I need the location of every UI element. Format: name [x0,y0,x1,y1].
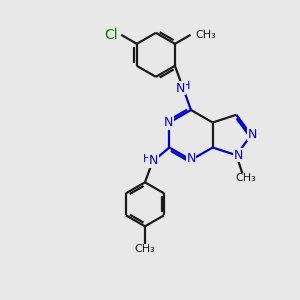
Text: N: N [149,154,158,167]
Text: Cl: Cl [105,28,118,42]
Text: CH₃: CH₃ [135,244,155,254]
Text: CH₃: CH₃ [236,173,256,183]
Text: N: N [186,152,196,166]
Text: N: N [248,128,257,140]
Text: CH₃: CH₃ [196,30,216,40]
Text: N: N [164,116,173,129]
Text: N: N [234,149,243,162]
Text: N: N [176,82,185,95]
Text: H: H [143,154,152,164]
Text: H: H [182,81,191,91]
